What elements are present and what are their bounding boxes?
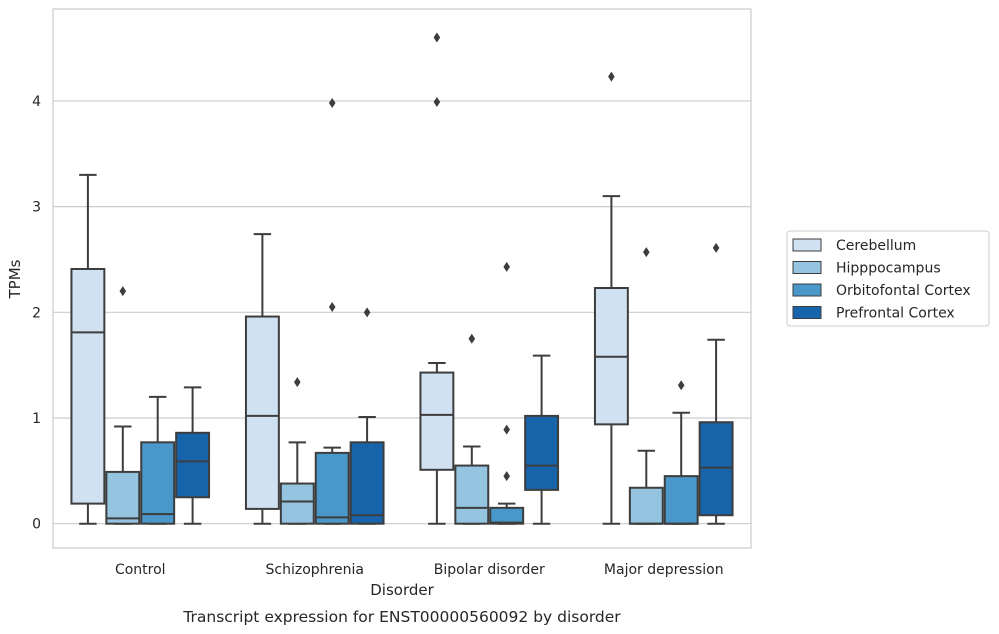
outlier-point — [363, 307, 371, 318]
outlier-point — [503, 471, 510, 482]
box-group — [628, 247, 664, 525]
legend-swatch — [792, 283, 822, 297]
box-iqr — [524, 414, 560, 491]
x-tick-label: Control — [115, 562, 166, 578]
outlier-point — [643, 247, 650, 258]
box-group — [698, 242, 734, 525]
box-iqr — [698, 421, 734, 517]
legend-swatch — [792, 306, 822, 319]
legend-entry-label: Orbitofontal Cortex — [836, 283, 971, 299]
chart-caption: Transcript expression for ENST0000056009… — [182, 608, 621, 626]
outlier-point — [433, 97, 441, 108]
outlier-point — [712, 242, 720, 253]
box-iqr — [105, 470, 141, 525]
legend: Cerebellum Hipppocampus Orbitofontal Corte… — [786, 230, 990, 327]
box-iqr — [140, 441, 176, 525]
legend-entry-label: Cerebellum — [836, 238, 916, 254]
box-iqr — [489, 506, 525, 525]
box-group — [244, 233, 280, 525]
legend-swatch — [792, 261, 822, 274]
box-group — [349, 307, 385, 525]
box-group — [663, 380, 699, 525]
outlier-point — [119, 286, 127, 297]
outlier-point — [677, 380, 685, 391]
y-axis-label: TPMs — [6, 259, 24, 299]
box-iqr — [454, 464, 490, 525]
y-tick-label: 1 — [32, 411, 41, 427]
box-group — [454, 333, 490, 525]
box-group — [314, 98, 350, 525]
box-plot-series — [70, 32, 734, 525]
x-axis-ticks: Control Schizophrenia Bipolar disorder Majo… — [115, 562, 724, 578]
y-tick-label: 0 — [32, 517, 41, 533]
box-iqr — [70, 267, 106, 505]
box-group — [489, 261, 525, 525]
x-tick-label: Bipolar disorder — [434, 562, 545, 578]
outlier-point — [433, 32, 441, 43]
outlier-point — [468, 333, 476, 344]
y-axis-ticks: 0 1 2 3 4 — [32, 94, 41, 533]
x-tick-label: Schizophrenia — [266, 562, 364, 578]
x-axis-label: Disorder — [370, 581, 434, 599]
legend-entry-label: Prefrontal Cortex — [836, 306, 955, 322]
plot-frame — [52, 8, 752, 549]
box-group — [140, 395, 176, 525]
legend-swatch — [792, 238, 822, 252]
outlier-point — [608, 71, 615, 82]
legend-frame — [786, 230, 990, 327]
outlier-point — [503, 424, 510, 435]
outlier-point — [503, 261, 510, 272]
box-iqr — [279, 482, 315, 525]
y-tick-label: 2 — [32, 305, 41, 321]
box-group — [70, 173, 106, 525]
box-iqr — [244, 315, 280, 510]
outlier-point — [328, 302, 336, 313]
box-group — [593, 71, 629, 525]
outlier-point — [328, 98, 336, 109]
box-iqr — [349, 441, 385, 525]
box-group — [419, 32, 455, 525]
y-tick-label: 3 — [32, 200, 41, 216]
outlier-point — [294, 377, 301, 388]
box-group — [105, 286, 141, 525]
box-iqr — [628, 486, 664, 525]
box-iqr — [663, 475, 699, 525]
x-tick-label: Major depression — [604, 562, 724, 578]
box-iqr — [175, 431, 211, 499]
box-iqr — [419, 371, 455, 471]
box-group — [279, 377, 315, 525]
box-iqr — [314, 451, 350, 525]
y-tick-label: 4 — [32, 94, 41, 110]
legend-entry-label: Hipppocampus — [836, 261, 941, 277]
box-group — [524, 354, 560, 525]
box-group — [175, 386, 211, 525]
